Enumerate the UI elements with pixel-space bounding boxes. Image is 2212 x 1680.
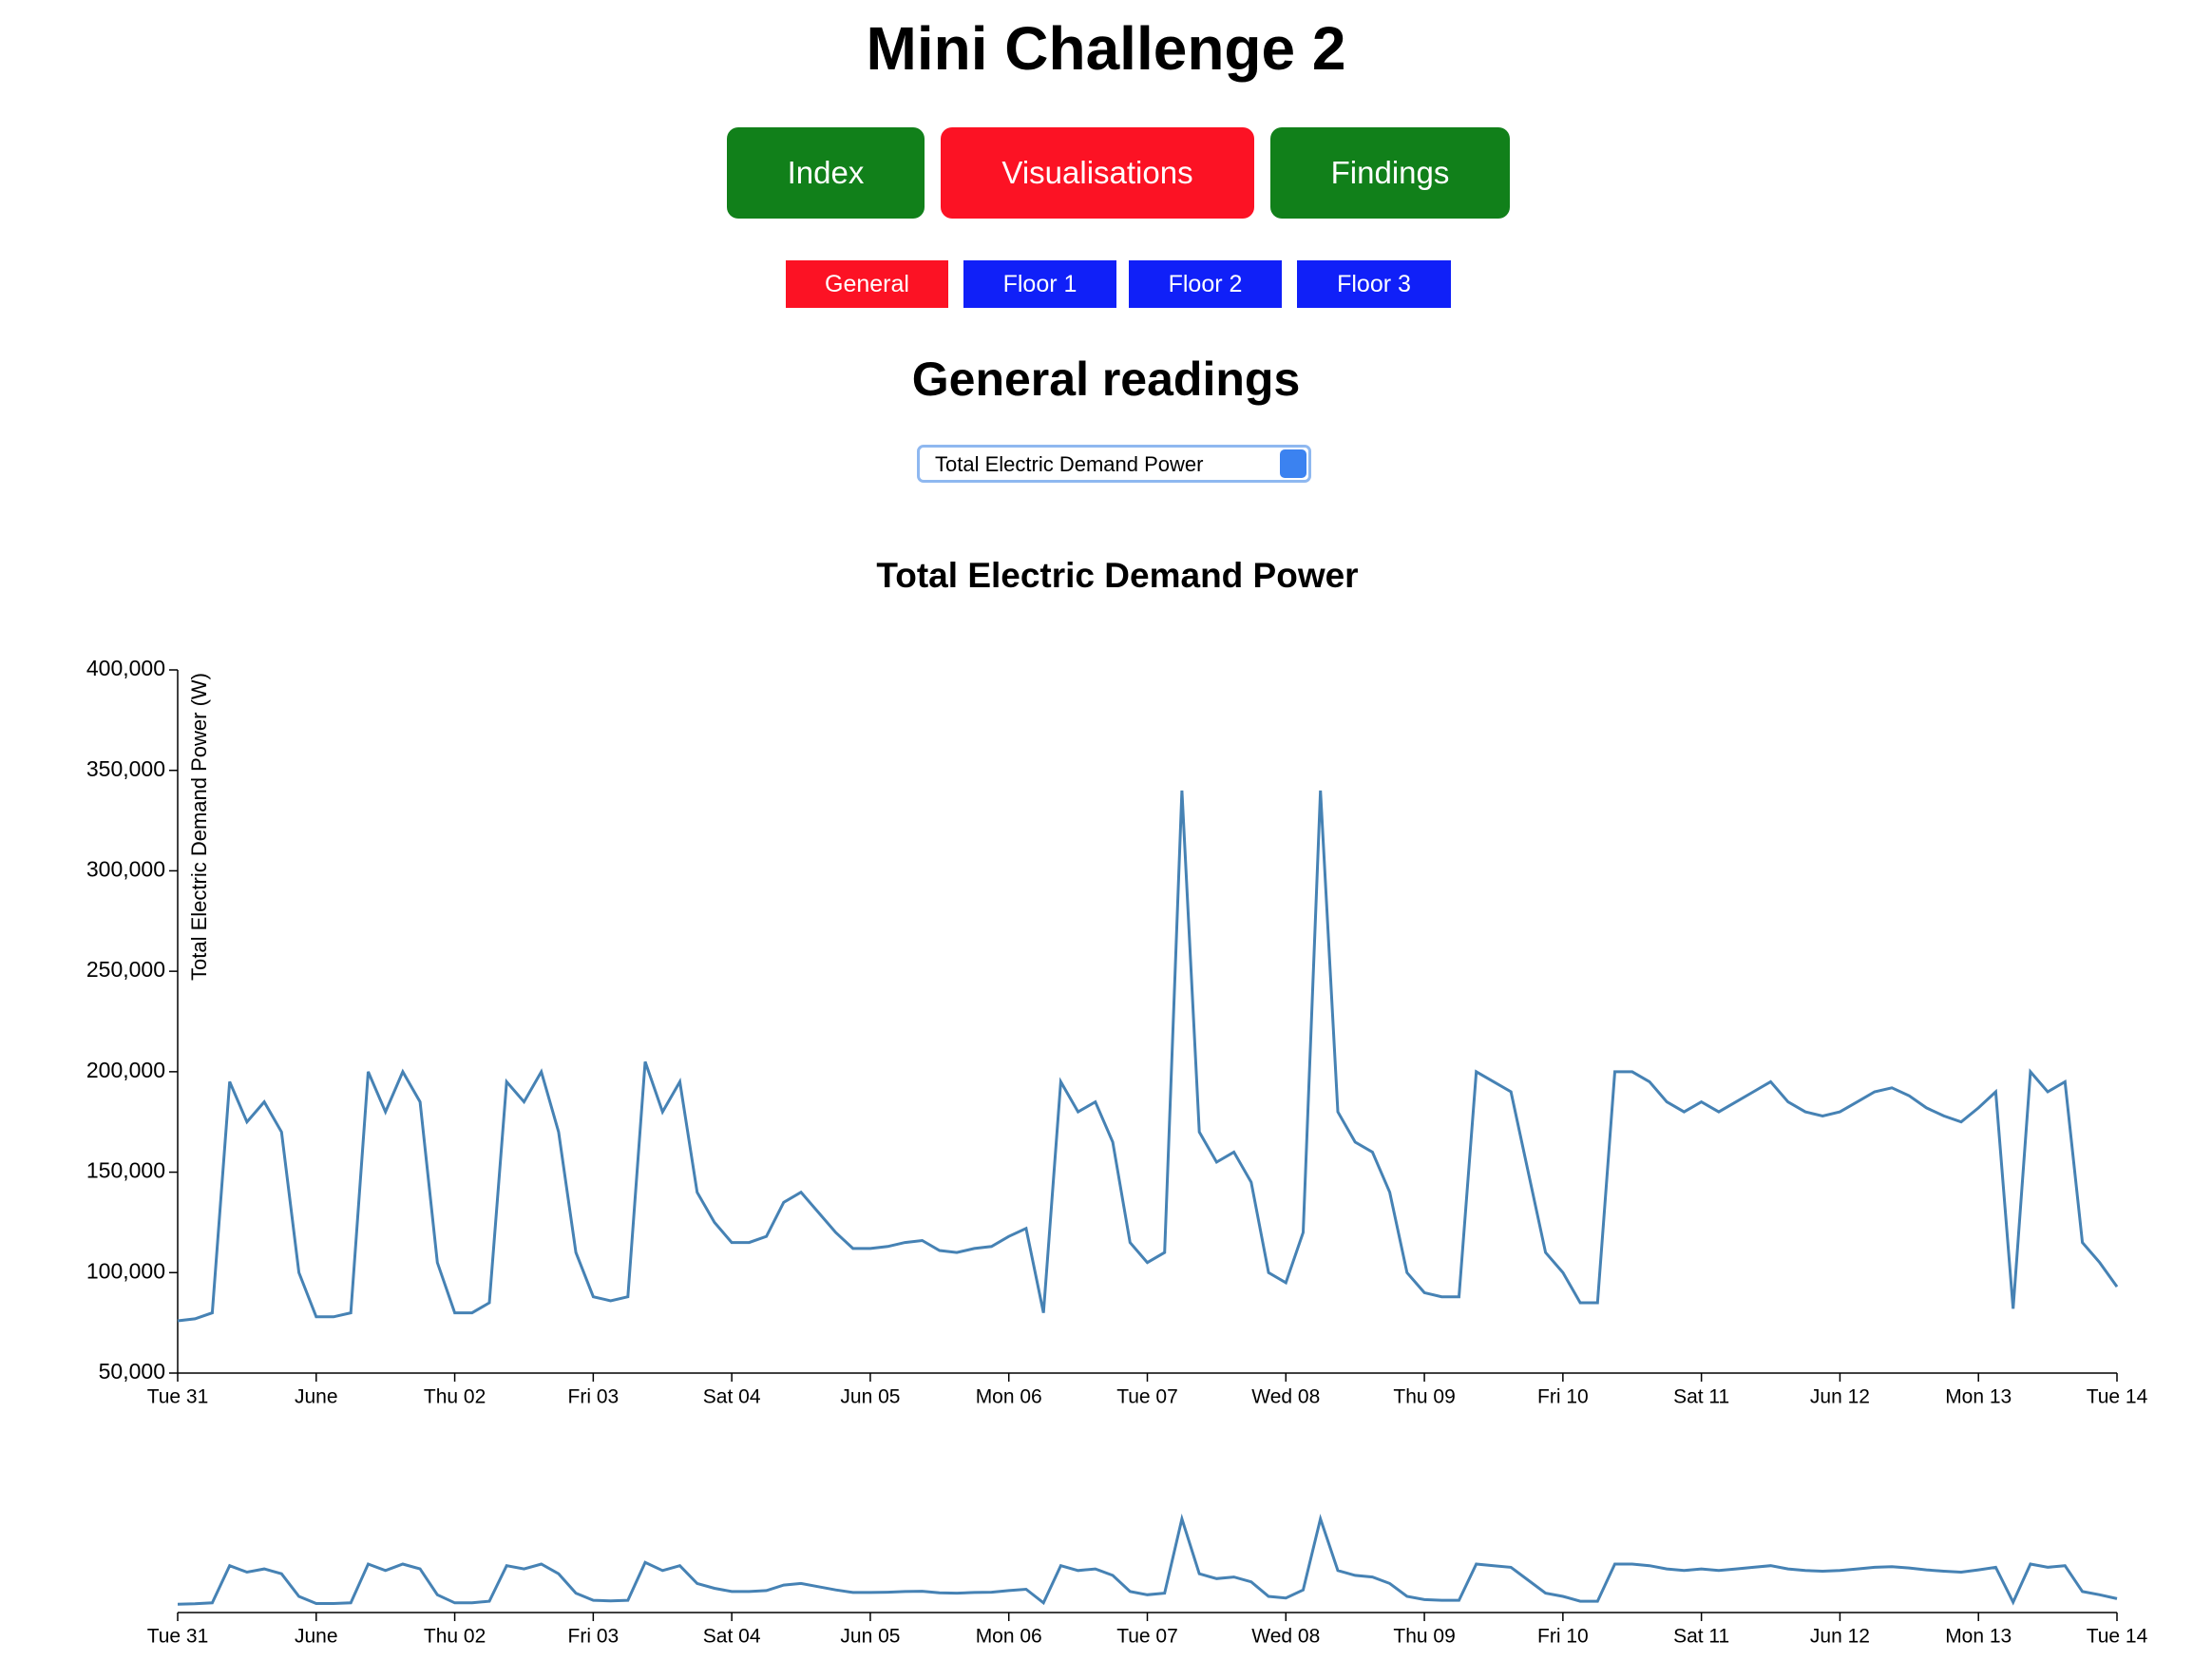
x-tick-label-context: June — [295, 1626, 338, 1648]
x-tick-label: June — [295, 1386, 338, 1408]
x-tick-label-context: Mon 06 — [976, 1626, 1042, 1648]
x-tick-label-context: Thu 09 — [1393, 1626, 1455, 1648]
y-tick-label: 400,000 — [86, 656, 165, 680]
y-tick-label: 300,000 — [86, 857, 165, 882]
subnav-button[interactable]: Floor 1 — [963, 260, 1116, 308]
subnav-button[interactable]: Floor 3 — [1297, 260, 1451, 308]
x-tick-label: Mon 06 — [976, 1386, 1042, 1408]
x-tick-label-context: Fri 10 — [1537, 1626, 1589, 1648]
x-tick-label-context: Sat 04 — [703, 1626, 761, 1648]
x-tick-label: Tue 31 — [147, 1386, 209, 1408]
y-tick-label: 200,000 — [86, 1058, 165, 1082]
subnav-button[interactable]: Floor 2 — [1129, 260, 1282, 308]
y-tick-label: 250,000 — [86, 957, 165, 982]
data-line — [177, 790, 2119, 1323]
x-tick-label: Tue 07 — [1116, 1386, 1178, 1408]
nav-button[interactable]: Index — [727, 127, 925, 219]
x-tick-label-context: Mon 13 — [1945, 1626, 2012, 1648]
x-tick-label-context: Tue 14 — [2087, 1626, 2148, 1648]
x-tick-label: Sat 04 — [703, 1386, 761, 1408]
x-tick-label: Wed 08 — [1251, 1386, 1320, 1408]
x-tick-label-context: Tue 31 — [147, 1626, 209, 1648]
nav-button[interactable]: Visualisations — [941, 127, 1254, 219]
x-tick-label-context: Tue 07 — [1116, 1626, 1178, 1648]
page-title: Mini Challenge 2 — [866, 14, 1346, 83]
nav-button[interactable]: Findings — [1270, 127, 1510, 219]
x-tick-label: Fri 10 — [1537, 1386, 1589, 1408]
dropdown[interactable]: Total Electric Demand Power — [917, 445, 1311, 483]
y-tick-label: 150,000 — [86, 1158, 165, 1183]
y-tick-label: 50,000 — [99, 1359, 165, 1384]
x-tick-label-context: Jun 05 — [840, 1626, 900, 1648]
x-tick-label: Thu 02 — [424, 1386, 486, 1408]
x-tick-label: Sat 11 — [1673, 1386, 1729, 1408]
subnav-button[interactable]: General — [786, 260, 948, 308]
y-axis-label: Total Electric Demand Power (W) — [187, 673, 211, 981]
y-tick-label: 350,000 — [86, 756, 165, 781]
chart-title: Total Electric Demand Power — [876, 556, 1358, 595]
x-tick-label: Jun 12 — [1810, 1386, 1870, 1408]
dropdown-text: Total Electric Demand Power — [935, 452, 1204, 476]
x-tick-label: Thu 09 — [1393, 1386, 1455, 1408]
context-line — [177, 1513, 2118, 1606]
x-tick-label-context: Thu 02 — [424, 1626, 486, 1648]
section-title: General readings — [911, 353, 1301, 406]
x-tick-label-context: Sat 11 — [1673, 1626, 1729, 1648]
dropdown-arrow — [1280, 449, 1306, 478]
x-tick-label: Jun 05 — [840, 1386, 900, 1408]
x-tick-label: Tue 14 — [2087, 1386, 2148, 1408]
y-tick-label: 100,000 — [86, 1258, 165, 1283]
x-tick-label-context: Wed 08 — [1251, 1626, 1320, 1648]
x-tick-label: Mon 13 — [1945, 1386, 2012, 1408]
x-tick-label-context: Fri 03 — [568, 1626, 620, 1648]
x-tick-label-context: Jun 12 — [1810, 1626, 1870, 1648]
x-tick-label: Fri 03 — [568, 1386, 620, 1408]
